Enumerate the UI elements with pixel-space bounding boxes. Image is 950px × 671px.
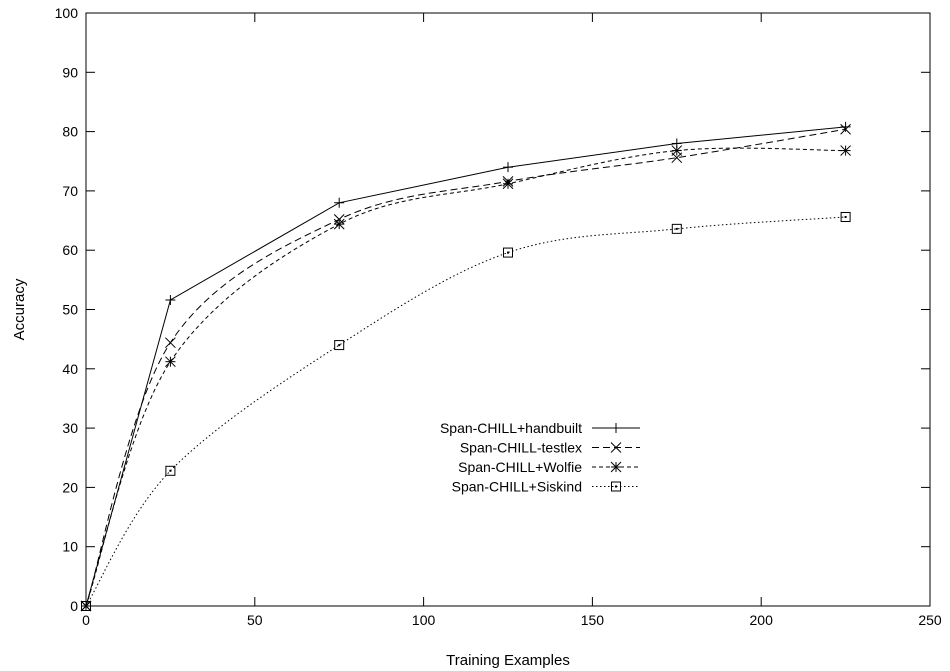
data-point (840, 211, 851, 222)
y-tick-label: 10 (62, 539, 78, 555)
marker-stroke (169, 469, 172, 472)
marker-stroke (338, 344, 341, 347)
y-tick-label: 90 (62, 64, 78, 80)
y-tick-label: 20 (62, 479, 78, 495)
series-span-chill-testlex (80, 123, 851, 612)
data-point (81, 601, 91, 611)
data-point (840, 145, 851, 156)
series-line (85, 126, 846, 607)
marker-stroke (671, 223, 682, 234)
series-line (85, 147, 846, 607)
data-point (333, 218, 345, 230)
legend-marker (610, 442, 622, 453)
marker-stroke (675, 227, 678, 230)
y-axis-label: Accuracy (11, 278, 28, 340)
legend-entry-span-chill-testlex: Span-CHILL-testlex (460, 440, 640, 456)
data-point (165, 356, 176, 368)
y-tick-label: 30 (62, 420, 78, 436)
series-layer (80, 121, 851, 612)
marker-stroke (165, 356, 176, 368)
series-span-chill-handbuilt (81, 121, 851, 611)
legend-marker (610, 461, 622, 473)
y-tick-label: 50 (62, 302, 78, 318)
marker-stroke (502, 178, 514, 190)
marker-stroke (81, 601, 91, 611)
x-axis-label: Training Examples (446, 652, 570, 669)
marker-stroke (840, 211, 851, 222)
y-tick-label: 70 (62, 183, 78, 199)
series-line (85, 216, 846, 607)
y-tick-label: 60 (62, 242, 78, 258)
marker-stroke (165, 465, 176, 476)
data-point (671, 145, 683, 156)
y-tick-label: 80 (62, 124, 78, 140)
legend-entry-span-chill-handbuilt: Span-CHILL+handbuilt (440, 420, 640, 436)
marker-stroke (840, 145, 851, 156)
legend-entry-span-chill-siskind: Span-CHILL+Siskind (452, 479, 640, 495)
y-tick-label: 0 (70, 598, 78, 614)
data-point (165, 337, 176, 349)
data-point (502, 178, 514, 190)
data-point (503, 162, 513, 173)
legend-marker (611, 423, 621, 433)
data-point (671, 223, 682, 234)
marker-stroke (844, 215, 847, 218)
marker-stroke (333, 218, 345, 230)
plot-frame (85, 12, 931, 607)
y-tick-label: 40 (62, 361, 78, 377)
legend-label: Span-CHILL-testlex (460, 440, 582, 456)
marker-stroke (507, 251, 509, 254)
marker-stroke (334, 340, 345, 351)
marker-stroke (671, 145, 683, 156)
marker-stroke (610, 461, 622, 473)
series-span-chill-siskind (81, 211, 851, 611)
legend-label: Span-CHILL+handbuilt (440, 420, 582, 436)
marker-stroke (165, 337, 176, 349)
series-line (85, 128, 846, 607)
x-tick-label: 150 (581, 612, 605, 628)
marker-stroke (85, 605, 87, 607)
data-point (334, 197, 345, 208)
marker-stroke (610, 442, 622, 453)
x-tick-label: 200 (750, 612, 774, 628)
x-tick-label: 100 (412, 612, 436, 628)
legend-marker (611, 481, 621, 492)
legend-entry-span-chill-wolfie: Span-CHILL+Wolfie (458, 459, 640, 475)
data-point (165, 465, 176, 476)
legend-label: Span-CHILL+Wolfie (458, 459, 582, 475)
y-tick-label: 100 (55, 5, 79, 21)
data-point (840, 123, 851, 135)
marker-stroke (615, 485, 617, 488)
marker-stroke (503, 247, 513, 258)
data-point (334, 340, 345, 351)
x-tick-label: 0 (82, 612, 90, 628)
x-tick-label: 250 (918, 612, 942, 628)
legend: Span-CHILL+handbuilt Span-CHILL-testlex Sp… (440, 420, 640, 495)
marker-stroke (611, 481, 621, 492)
series-span-chill-wolfie (80, 145, 851, 612)
axes: 0 10 20 30 40 50 60 70 80 90 100 0 50 100 150 200 250 (55, 5, 942, 628)
data-point (840, 121, 851, 132)
x-tick-label: 50 (247, 612, 263, 628)
data-point (165, 295, 176, 306)
legend-label: Span-CHILL+Siskind (452, 479, 582, 495)
marker-stroke (840, 123, 851, 135)
data-point (503, 247, 513, 258)
